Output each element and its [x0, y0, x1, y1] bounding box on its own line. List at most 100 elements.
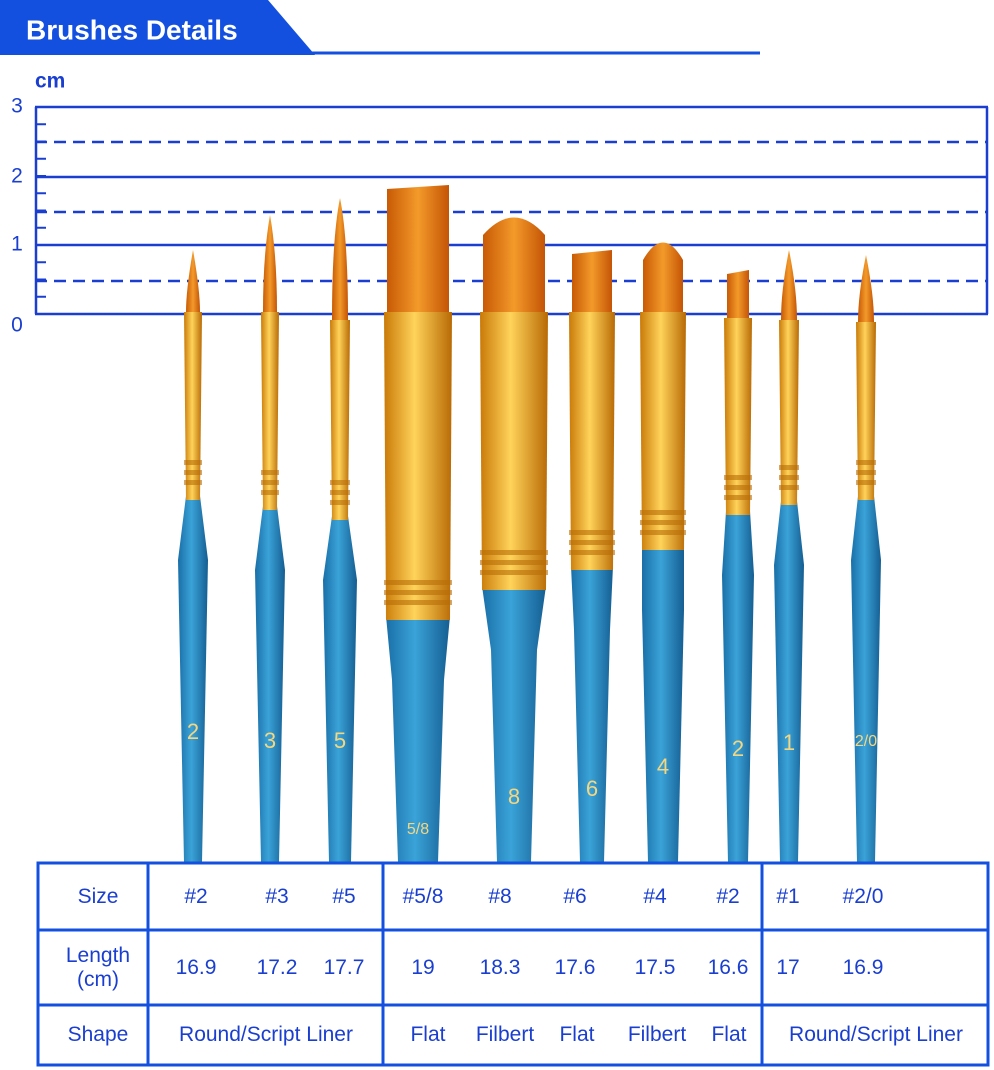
ferrule: [480, 312, 548, 590]
table-cell: Round/Script Liner: [789, 1023, 963, 1046]
ferrule: [779, 320, 799, 505]
ferrule-ring: [856, 470, 876, 475]
ferrule: [569, 312, 615, 570]
ferrule-ring: [261, 470, 279, 475]
ferrule-ring: [261, 490, 279, 495]
table-cell: 17: [776, 956, 800, 979]
handle: [255, 506, 285, 862]
ferrule-ring: [384, 590, 452, 595]
ferrule-ring: [779, 465, 799, 470]
ferrule-ring: [779, 475, 799, 480]
ferrule-ring: [384, 580, 452, 585]
table: [36, 861, 990, 1067]
bristles: [572, 250, 612, 312]
table-cell: 19: [411, 956, 435, 979]
header-band: [0, 0, 315, 55]
table-cell: Length (cm): [65, 944, 131, 991]
bristles: [483, 217, 545, 312]
ferrule-ring: [779, 485, 799, 490]
ferrule-ring: [724, 485, 752, 490]
ferrule-ring: [330, 490, 350, 495]
table-cell: 17.7: [323, 956, 365, 979]
handle: [774, 501, 804, 862]
handle: [178, 496, 208, 862]
handle-label: 5/8: [407, 821, 429, 838]
handle: [722, 511, 754, 862]
table-cell: #2: [716, 885, 740, 908]
bristles: [858, 255, 874, 322]
handle: [482, 586, 546, 862]
table-cell: Flat: [410, 1023, 446, 1046]
table-cell: Round/Script Liner: [179, 1023, 353, 1046]
bristles: [332, 198, 348, 320]
handle-label: 8: [508, 784, 520, 809]
ferrule-ring: [640, 520, 686, 525]
bristles: [387, 185, 449, 312]
handle-label: 5: [334, 728, 346, 753]
table-cell: Filbert: [627, 1023, 687, 1046]
handle: [323, 516, 357, 862]
handle-label: 1: [783, 730, 795, 755]
bristles: [263, 215, 277, 312]
table-cell: 17.2: [256, 956, 298, 979]
handle-label: 6: [586, 776, 598, 801]
table-cell: 18.3: [479, 956, 521, 979]
table-cell: 16.9: [175, 956, 217, 979]
table-cell: Flat: [711, 1023, 747, 1046]
ferrule-ring: [640, 510, 686, 515]
table-frame: [36, 861, 990, 1067]
ferrule-ring: [184, 460, 202, 465]
ferrule: [330, 320, 350, 520]
handle: [642, 546, 684, 862]
handle-label: 4: [657, 754, 669, 779]
ferrule-ring: [480, 550, 548, 555]
title: Brushes Details: [26, 14, 238, 45]
table-cell: #8: [488, 885, 512, 908]
bristles: [781, 250, 797, 320]
ferrule-ring: [640, 530, 686, 535]
handle-label: 3: [264, 728, 276, 753]
table-cell: 16.6: [707, 956, 749, 979]
scale-label: 2: [11, 165, 23, 188]
ferrule-ring: [330, 500, 350, 505]
table-cell: Shape: [67, 1023, 129, 1046]
table-cell: #5: [332, 885, 356, 908]
handle: [851, 496, 881, 862]
ferrule-ring: [856, 480, 876, 485]
ferrule-ring: [569, 530, 615, 535]
ferrule: [640, 312, 686, 550]
ferrule-ring: [856, 460, 876, 465]
ferrule-ring: [384, 600, 452, 605]
ferrule-ring: [724, 475, 752, 480]
table-cell: #4: [643, 885, 667, 908]
bristles: [643, 242, 683, 312]
ferrule: [261, 312, 279, 510]
ferrule-ring: [184, 470, 202, 475]
bristles: [186, 250, 200, 312]
ferrule-ring: [480, 570, 548, 575]
ferrule-ring: [569, 550, 615, 555]
unit: cm: [35, 70, 65, 93]
table-cell: #6: [563, 885, 587, 908]
scale-label: 3: [11, 95, 23, 118]
table-cell: #3: [265, 885, 289, 908]
table-cell: 17.5: [634, 956, 676, 979]
table-cell: 16.9: [842, 956, 884, 979]
table-cell: #2/0: [842, 885, 884, 908]
table-cell: 17.6: [554, 956, 596, 979]
bristles: [727, 270, 749, 318]
table-cell: #5/8: [402, 885, 444, 908]
handle-label: 2/0: [855, 733, 877, 750]
handle: [386, 616, 450, 862]
table-cell: Size: [77, 885, 119, 908]
ferrule-ring: [261, 480, 279, 485]
ferrule-ring: [569, 540, 615, 545]
table-cell: #1: [776, 885, 800, 908]
ferrule: [724, 318, 752, 515]
handle-label: 2: [187, 719, 199, 744]
ferrule-ring: [480, 560, 548, 565]
brushes: 2 3 5 5/8 8 6 4 2 1 2/0: [178, 185, 881, 862]
handle-label: 2: [732, 736, 744, 761]
